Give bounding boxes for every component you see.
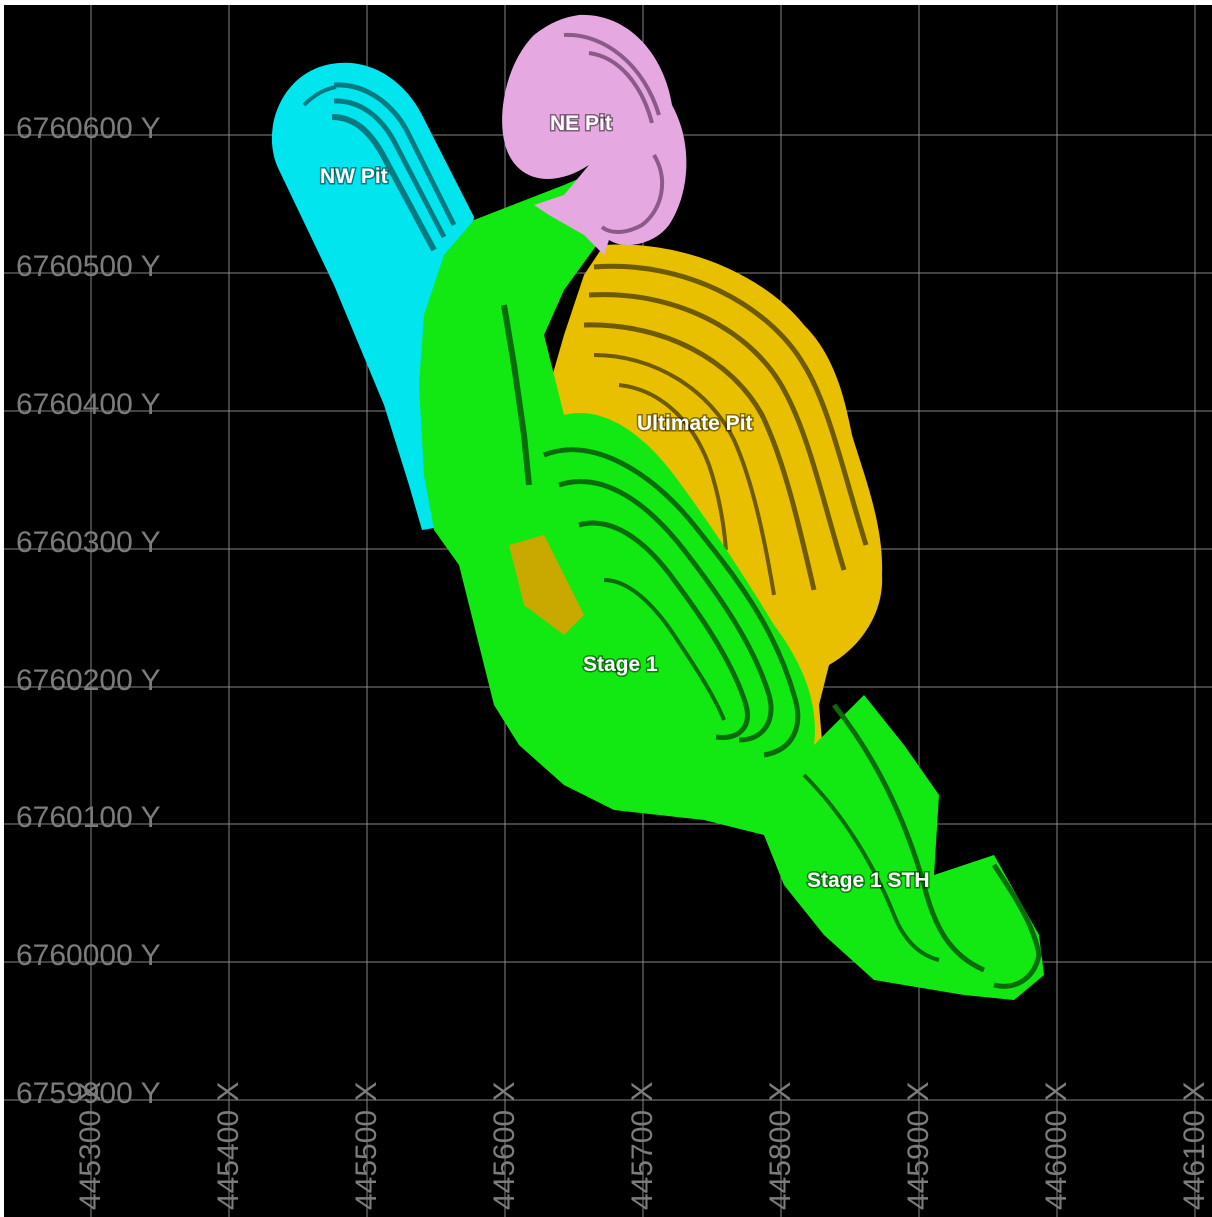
ultimate-pit-bench-3: [583, 322, 817, 591]
easting-labels: 445300 X 445400 X 445500 X 445600 X 4457…: [74, 1082, 1211, 1210]
easting-label-445600: 445600 X: [488, 1082, 521, 1210]
stage-1-bench-3: [578, 520, 750, 740]
stage-1-ramp-yellow: [509, 535, 584, 635]
northing-labels: 6760600 Y 6760500 Y 6760400 Y 6760300 Y …: [16, 112, 161, 1110]
easting-label-445500: 445500 X: [350, 1082, 383, 1210]
ultimate-pit-bench-2: [588, 292, 847, 571]
northing-label-6760100: 6760100 Y: [16, 801, 161, 834]
stage-1-bench-4: [603, 578, 726, 721]
ne-pit-shell[interactable]: [502, 14, 687, 255]
stage-1-bench-2: [558, 478, 774, 743]
pit-plan-view: NW Pit NE Pit Ultimate Pit Stage 1 Stage…: [4, 5, 1212, 1217]
stage-1-ramp: [501, 304, 532, 486]
easting-label-445700: 445700 X: [626, 1082, 659, 1210]
northing-label-6759900: 6759900 Y: [16, 1077, 161, 1110]
stage-1-sth-label: Stage 1 STH: [807, 869, 930, 892]
map-viewport[interactable]: NW Pit NE Pit Ultimate Pit Stage 1 Stage…: [4, 5, 1212, 1217]
northing-label-6760000: 6760000 Y: [16, 939, 161, 972]
nw-pit-label: NW Pit: [320, 165, 388, 188]
northing-label-6760300: 6760300 Y: [16, 526, 161, 559]
northing-label-6760400: 6760400 Y: [16, 388, 161, 421]
stage-1-bench-1: [543, 447, 801, 758]
easting-label-445900: 445900 X: [902, 1082, 935, 1210]
ne-pit-bench-2: [588, 51, 654, 124]
stage-1-shell[interactable]: [419, 155, 1044, 1000]
easting-label-445400: 445400 X: [212, 1082, 245, 1210]
easting-label-445300: 445300 X: [74, 1082, 107, 1210]
stage-1-sth-bench-3: [802, 773, 940, 962]
northing-label-6760200: 6760200 Y: [16, 664, 161, 697]
ne-pit-label: NE Pit: [550, 112, 612, 135]
easting-label-446000: 446000 X: [1040, 1082, 1073, 1210]
easting-label-445800: 445800 X: [764, 1082, 797, 1210]
ultimate-pit-bench-1: [593, 263, 869, 546]
stage-1-sth-bench-1: [832, 703, 986, 973]
nw-pit-bench-2: [333, 98, 447, 239]
nw-pit-bench-4: [302, 85, 337, 107]
northing-label-6760600: 6760600 Y: [16, 112, 161, 145]
nw-pit-bench-3: [331, 114, 437, 252]
ultimate-pit-bench-5: [618, 383, 728, 551]
nw-pit-bench-1: [333, 82, 457, 227]
stage-1-label: Stage 1: [583, 653, 658, 676]
stage-1-sth-bench-2: [991, 863, 1042, 989]
northing-label-6760500: 6760500 Y: [16, 250, 161, 283]
ultimate-pit-bench-4: [593, 353, 776, 596]
ultimate-pit-label: Ultimate Pit: [637, 412, 753, 435]
ne-pit-bench-3: [600, 153, 665, 234]
ne-pit-bench-1: [563, 32, 661, 116]
easting-label-446100: 446100 X: [1178, 1082, 1211, 1210]
